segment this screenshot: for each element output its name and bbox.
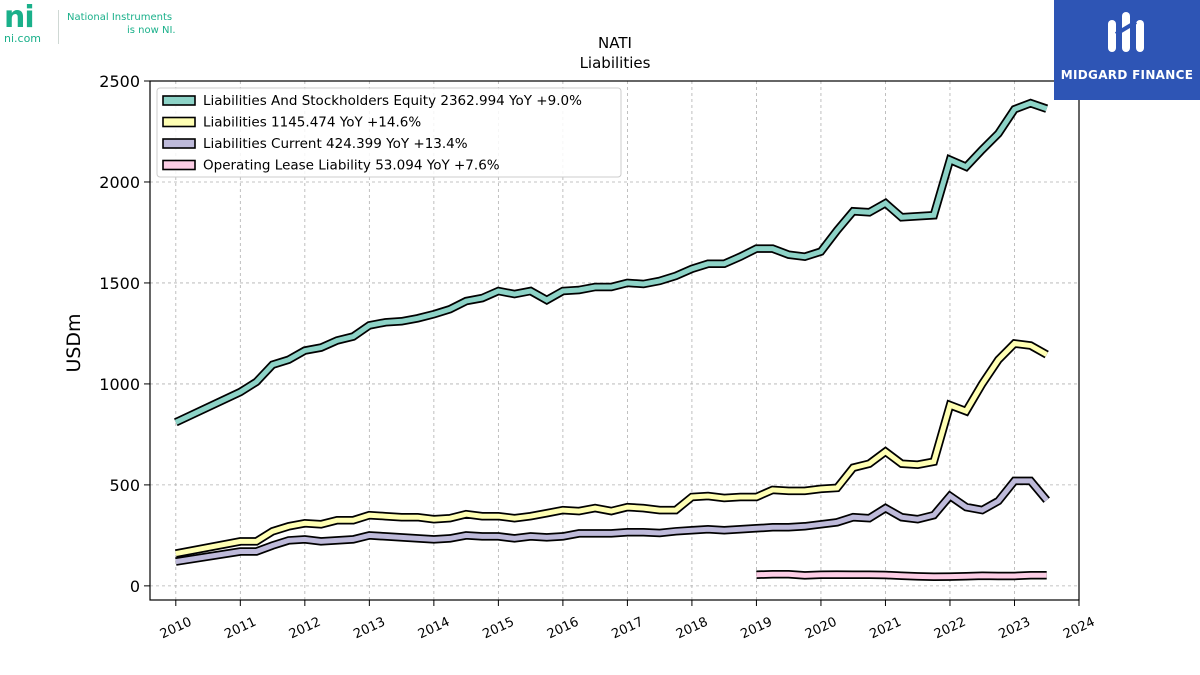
x-tick-label: 2011: [222, 615, 258, 643]
legend-swatch-1: [162, 95, 196, 106]
x-tick-label: 2019: [738, 615, 774, 643]
ni-tagline-line2: is now NI.: [127, 25, 176, 36]
midgard-finance-name: MIDGARD FINANCE: [1060, 68, 1194, 82]
series-line-4: [756, 571, 1047, 580]
x-tick-label: 2015: [480, 615, 516, 643]
y-axis-label: USDm: [63, 313, 85, 372]
x-tick-label: 2014: [416, 615, 452, 643]
x-tick-label: 2017: [609, 615, 645, 643]
y-tick-label: 1000: [99, 375, 140, 394]
series-line-2: [175, 340, 1048, 557]
x-tick-label: 2016: [545, 615, 581, 643]
chart-title: NATI: [598, 34, 632, 52]
legend-swatch-4: [162, 159, 196, 171]
x-tick-label: 2010: [158, 615, 194, 643]
legend: Liabilities And Stockholders Equity 2362…: [156, 87, 622, 178]
plot-frame: [149, 80, 1080, 601]
legend-label-4: Operating Lease Liability 53.094 YoY +7.…: [203, 158, 500, 174]
midgard-logo-icon: [1108, 12, 1144, 52]
chart-subtitle: Liabilities: [580, 54, 651, 72]
y-tick-label: 0: [130, 577, 140, 596]
x-tick-label: 2022: [932, 615, 968, 643]
x-tick-label: 2013: [351, 615, 387, 643]
series-line-1: [174, 100, 1048, 425]
y-tick-label: 500: [109, 476, 140, 495]
x-tick-label: 2012: [287, 615, 323, 643]
midgard-finance-badge: MIDGARD FINANCE: [1054, 0, 1200, 100]
ni-divider: [58, 10, 59, 44]
x-tick-label: 2020: [803, 615, 839, 643]
x-tick-label: 2024: [1061, 615, 1097, 643]
y-tick-label: 1500: [99, 274, 140, 293]
legend-box: [156, 87, 622, 178]
ni-domain: ni.com: [4, 32, 42, 45]
y-tick-label: 2000: [99, 173, 140, 192]
ni-logo: ni ni.com National Instruments is now NI…: [4, 0, 204, 50]
x-tick-label: 2021: [868, 615, 904, 643]
x-tick-label: 2023: [997, 615, 1033, 643]
ni-logo-mark: ni: [4, 0, 35, 35]
legend-label-1: Liabilities And Stockholders Equity 2362…: [203, 93, 582, 109]
series-line-3: [175, 478, 1049, 565]
ni-tagline-line1: National Instruments: [67, 12, 173, 23]
series-lines: [173, 98, 1050, 582]
y-tick-label: 2500: [99, 72, 140, 91]
legend-swatch-3: [162, 138, 196, 149]
legend-label-2: Liabilities 1145.474 YoY +14.6%: [203, 115, 421, 131]
legend-swatch-2: [162, 116, 196, 128]
x-tick-label: 2018: [674, 615, 710, 643]
legend-label-3: Liabilities Current 424.399 YoY +13.4%: [203, 136, 468, 152]
